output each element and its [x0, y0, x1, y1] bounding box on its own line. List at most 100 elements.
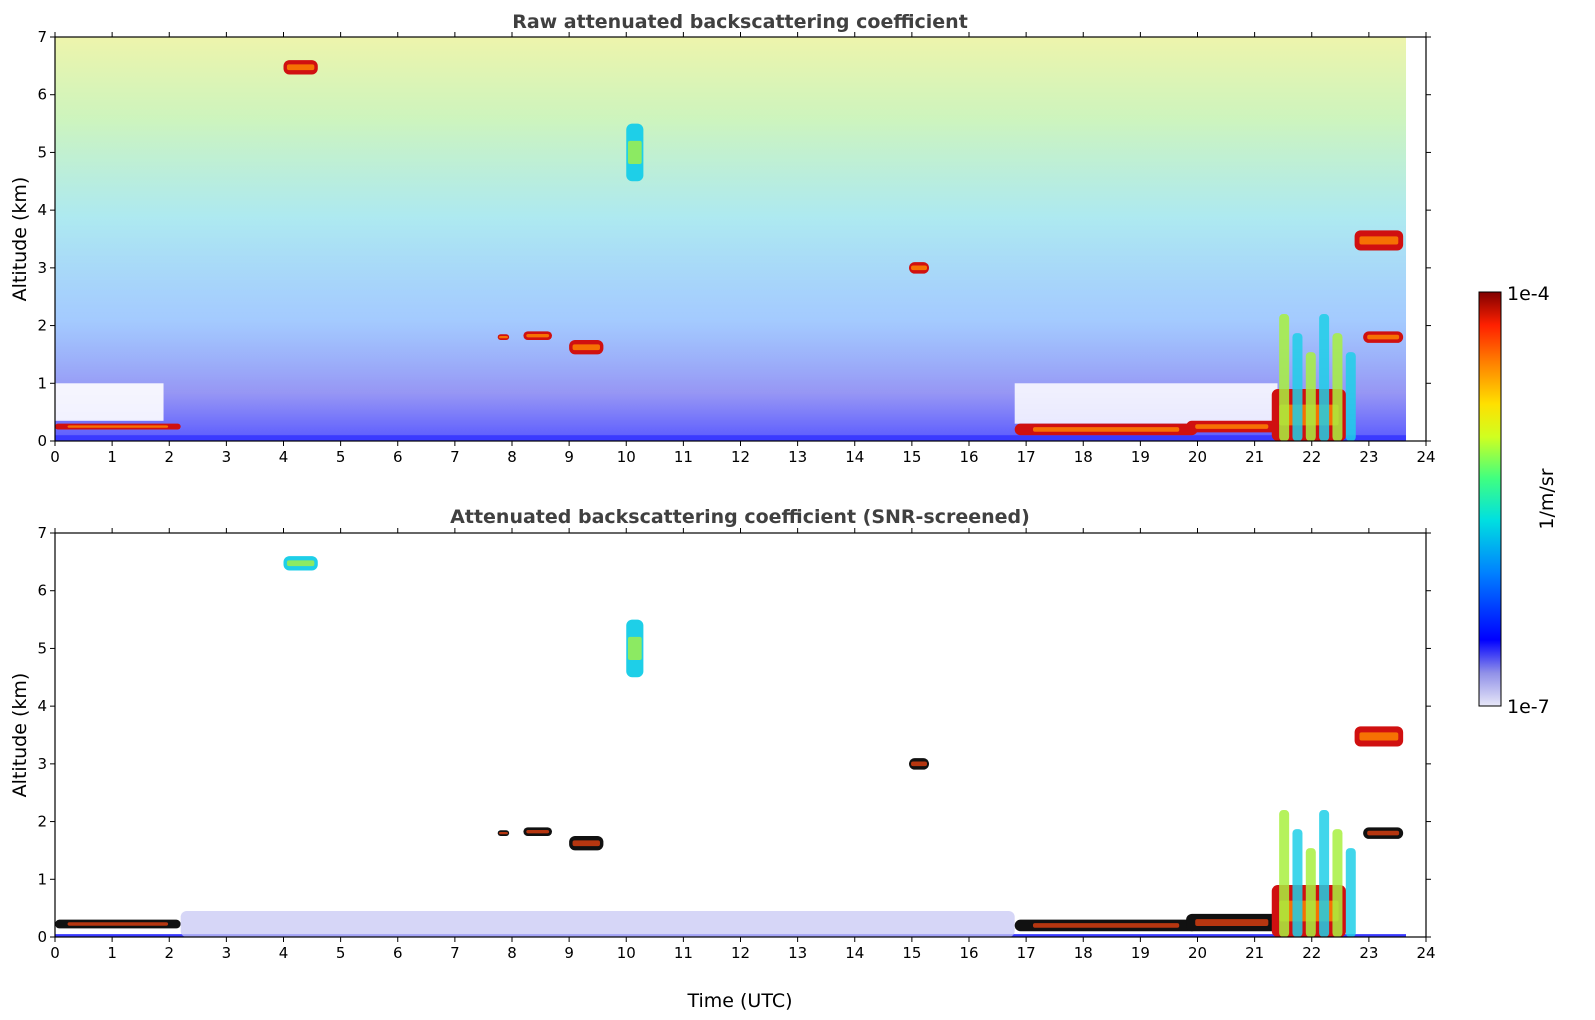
screened-y-axis-label: Altitude (km) — [9, 673, 31, 798]
screened-y-tick-label: 5 — [37, 639, 47, 657]
colorbar-unit-label: 1/m/sr — [1536, 468, 1558, 529]
screened-y-tick-label: 1 — [37, 870, 47, 888]
raw-y-tick-label: 4 — [37, 201, 47, 219]
screened-x-tick-label: 7 — [450, 944, 460, 962]
raw-x-tick-label: 1 — [107, 448, 117, 466]
raw-y-tick-label: 6 — [37, 86, 47, 104]
screened-x-tick-label: 18 — [1074, 944, 1093, 962]
raw-cloud-core — [911, 265, 928, 271]
raw-y-ticks: 0 1 2 3 4 5 6 7 — [37, 28, 1431, 450]
raw-x-tick-label: 23 — [1359, 448, 1378, 466]
raw-y-tick-label: 0 — [37, 432, 47, 450]
screened-cloud-core — [1359, 732, 1399, 741]
raw-boundary-layer-top-core — [67, 425, 169, 428]
screened-cloud-core — [286, 560, 315, 567]
screened-x-tick-label: 21 — [1245, 944, 1264, 962]
screened-virga-core — [627, 636, 642, 660]
raw-x-tick-label: 13 — [788, 448, 807, 466]
screened-x-tick-label: 4 — [279, 944, 289, 962]
raw-x-tick-label: 17 — [1017, 448, 1036, 466]
screened-streak-mark — [1292, 829, 1303, 937]
raw-noise-fade — [55, 37, 1407, 441]
screened-x-tick-label: 9 — [564, 944, 574, 962]
screened-x-tick-label: 1 — [107, 944, 117, 962]
raw-x-tick-label: 14 — [845, 448, 864, 466]
raw-x-tick-label: 12 — [731, 448, 750, 466]
screened-x-tick-label: 8 — [507, 944, 517, 962]
screened-streak-mark — [1319, 810, 1330, 937]
raw-x-tick-label: 18 — [1074, 448, 1093, 466]
raw-x-tick-label: 10 — [617, 448, 636, 466]
screened-x-axis-label: Time (UTC) — [686, 990, 792, 1012]
screened-boundary-layer-top-core — [1195, 919, 1269, 927]
raw-x-ticks: 0 1 2 3 4 5 6 7 8 9 10 11 12 13 14 15 16 17 18 19 20 21 22 23 24 — [50, 32, 1436, 466]
raw-x-tick-label: 24 — [1416, 448, 1435, 466]
screened-plot-background — [55, 533, 1426, 937]
screened-x-tick-label: 5 — [336, 944, 346, 962]
screened-x-tick-label: 24 — [1416, 944, 1435, 962]
raw-surface-band — [55, 435, 1407, 441]
raw-x-tick-label: 4 — [279, 448, 289, 466]
raw-panel: Raw attenuated backscattering coefficien… — [9, 11, 1436, 466]
screened-x-tick-label: 12 — [731, 944, 750, 962]
raw-streak-mark — [1345, 352, 1356, 441]
screened-x-tick-label: 0 — [50, 944, 60, 962]
colorbar-gradient — [1478, 291, 1502, 707]
raw-x-tick-label: 3 — [222, 448, 232, 466]
screened-cloud-core — [1367, 830, 1400, 836]
screened-y-tick-label: 3 — [37, 755, 47, 773]
screened-cloud-core — [498, 831, 509, 835]
screened-x-tick-label: 22 — [1302, 944, 1321, 962]
raw-streak-mark — [1332, 333, 1343, 441]
screened-aerosol-layer-mark — [180, 911, 1015, 937]
screened-x-tick-label: 14 — [845, 944, 864, 962]
screened-x-tick-label: 10 — [617, 944, 636, 962]
screened-x-ticks: 0 1 2 3 4 5 6 7 8 9 10 11 12 13 14 15 16 17 18 19 20 21 22 23 24 — [50, 528, 1436, 962]
screened-y-tick-label: 7 — [37, 524, 47, 542]
raw-y-tick-label: 3 — [37, 259, 47, 277]
raw-cloud-core — [526, 333, 550, 338]
raw-y-tick-label: 7 — [37, 28, 47, 46]
raw-x-tick-label: 20 — [1188, 448, 1207, 466]
raw-streak-mark — [1292, 333, 1303, 441]
screened-streak-mark — [1332, 829, 1343, 937]
raw-y-axis-label: Altitude (km) — [9, 177, 31, 302]
raw-cloud-core — [572, 344, 600, 351]
raw-cloud-core — [1367, 334, 1400, 340]
raw-cloud-core — [1359, 236, 1399, 245]
raw-virga-core — [627, 140, 642, 164]
screened-panel: Attenuated backscattering coefficient (S… — [9, 506, 1436, 1012]
raw-y-tick-label: 1 — [37, 374, 47, 392]
screened-x-tick-label: 19 — [1131, 944, 1150, 962]
raw-features — [55, 60, 1404, 441]
raw-x-tick-label: 22 — [1302, 448, 1321, 466]
raw-x-tick-label: 21 — [1245, 448, 1264, 466]
screened-x-tick-label: 6 — [393, 944, 403, 962]
screened-y-tick-label: 6 — [37, 582, 47, 600]
screened-y-tick-label: 0 — [37, 928, 47, 946]
screened-x-tick-label: 23 — [1359, 944, 1378, 962]
raw-streak-mark — [1305, 352, 1316, 441]
raw-x-tick-label: 7 — [450, 448, 460, 466]
screened-boundary-layer-top-core — [1032, 923, 1180, 928]
raw-panel-title: Raw attenuated backscattering coefficien… — [512, 11, 968, 33]
screened-panel-title: Attenuated backscattering coefficient (S… — [450, 506, 1030, 528]
raw-gap-region — [55, 383, 164, 421]
raw-x-tick-label: 6 — [393, 448, 403, 466]
colorbar-max-label: 1e-4 — [1507, 283, 1550, 305]
screened-x-tick-label: 3 — [222, 944, 232, 962]
screened-x-tick-label: 15 — [902, 944, 921, 962]
raw-boundary-layer-top-core — [1032, 427, 1180, 432]
colorbar: 1e-4 1e-7 1/m/sr — [1478, 283, 1558, 718]
screened-x-tick-label: 11 — [674, 944, 693, 962]
screened-cloud-core — [572, 840, 600, 847]
raw-gap-region — [1014, 383, 1278, 424]
screened-x-tick-label: 17 — [1017, 944, 1036, 962]
screened-features — [55, 556, 1404, 937]
raw-x-tick-label: 11 — [674, 448, 693, 466]
screened-y-ticks: 0 1 2 3 4 5 6 7 — [37, 524, 1431, 946]
colorbar-min-label: 1e-7 — [1507, 696, 1550, 718]
raw-x-tick-label: 0 — [50, 448, 60, 466]
raw-x-tick-label: 8 — [507, 448, 517, 466]
